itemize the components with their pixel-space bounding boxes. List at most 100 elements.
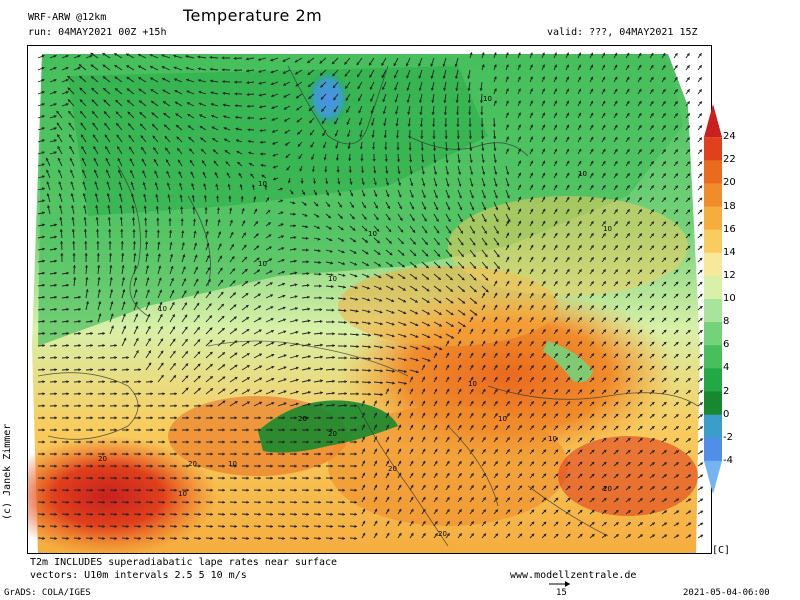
wind-vector-head — [70, 181, 74, 185]
wind-vector-head — [42, 476, 45, 480]
wind-vector-head — [258, 69, 262, 73]
wind-vector-head — [46, 193, 50, 197]
wind-vector-head — [699, 257, 703, 261]
wind-vector-head — [699, 354, 703, 357]
wind-vector-head — [444, 124, 448, 127]
wind-vector-head — [519, 521, 523, 525]
wind-vector-head — [626, 101, 630, 104]
wind-vector-head — [306, 488, 309, 492]
wind-vector-head — [246, 488, 249, 492]
wind-vector-head — [162, 476, 165, 480]
wind-vector-head — [386, 508, 390, 512]
wind-vector-head — [675, 317, 679, 321]
wind-vector-head — [198, 512, 201, 516]
wind-vector-head — [66, 307, 69, 311]
wind-vector-head — [42, 524, 45, 528]
wind-vector-head — [687, 293, 691, 297]
wind-vector-head — [398, 496, 402, 500]
wind-vector-head — [395, 111, 399, 115]
wind-vector-head — [579, 329, 582, 333]
wind-vector-head — [336, 170, 340, 173]
wind-vector-head — [700, 534, 704, 538]
wind-vector-head — [554, 136, 558, 140]
wind-vector-head — [114, 356, 117, 360]
wind-vector-head — [638, 101, 642, 104]
wind-vector-head — [120, 229, 124, 232]
wind-vector-head — [234, 364, 238, 368]
wind-vector-head — [319, 308, 323, 312]
wind-vector-head — [332, 391, 335, 395]
wind-vector-head — [663, 474, 667, 478]
wind-vector-head — [614, 221, 618, 225]
wind-vector-head — [259, 105, 262, 109]
wind-vector-head — [686, 113, 690, 117]
wind-vector-head — [311, 156, 315, 160]
wind-vector-head — [186, 78, 189, 82]
wind-vector-head — [308, 108, 312, 111]
wind-vector-head — [198, 476, 201, 480]
wind-vector-head — [494, 437, 498, 441]
wind-vector-head — [182, 266, 186, 270]
wind-vector-head — [233, 304, 237, 308]
wind-vector-head — [474, 300, 477, 304]
wind-vector-head — [41, 66, 45, 70]
wind-vector-head — [210, 428, 213, 432]
wind-vector-head — [126, 356, 129, 360]
wind-vector-head — [434, 533, 438, 537]
wind-vector-head — [602, 76, 606, 80]
wind-vector-head — [403, 299, 406, 303]
wind-vector-head — [201, 149, 204, 152]
wind-vector-head — [271, 106, 275, 109]
wind-vector-head — [529, 52, 533, 56]
wind-vector-head — [529, 76, 533, 80]
wind-vector-head — [472, 254, 476, 257]
wind-vector-head — [458, 449, 462, 452]
wind-vector-head — [627, 534, 631, 538]
wind-vector-head — [306, 512, 309, 516]
wind-vector-head — [258, 57, 261, 61]
wind-vector-head — [530, 305, 534, 308]
wind-vector-head — [699, 438, 703, 442]
wind-vector-head — [531, 413, 534, 417]
wind-vector-head — [161, 54, 165, 58]
wind-vector-head — [66, 524, 69, 528]
wind-vector-head — [198, 452, 201, 456]
wind-vector-head — [42, 295, 45, 299]
wind-vector-head — [650, 113, 654, 117]
wind-vector-head — [146, 277, 150, 281]
wind-vector-head — [246, 92, 250, 97]
wind-vector-head — [42, 271, 45, 275]
wind-vector-head — [530, 232, 534, 236]
wind-vector-head — [494, 401, 498, 405]
wind-vector-head — [222, 512, 225, 516]
wind-vector-head — [675, 366, 679, 369]
wind-vector-head — [506, 329, 510, 332]
wind-vector-head — [155, 194, 159, 197]
wind-vector-head — [360, 158, 364, 162]
wind-vector-head — [519, 485, 522, 489]
wind-vector-head — [555, 509, 559, 513]
wind-vector-head — [259, 140, 263, 144]
wind-vector-head — [455, 100, 459, 103]
wind-vector-head — [358, 110, 362, 114]
wind-vector-head — [307, 331, 311, 335]
wind-vector-head — [531, 473, 534, 477]
map-title: Temperature 2m — [183, 6, 323, 25]
wind-vector-head — [356, 380, 359, 384]
wind-vector-head — [494, 413, 498, 417]
wind-vector-head — [687, 414, 691, 418]
wind-vector-head — [410, 194, 414, 198]
wind-vector-head — [160, 326, 163, 330]
wind-vector-head — [493, 88, 497, 92]
wind-vector-head — [434, 352, 438, 356]
wind-vector-head — [530, 160, 533, 164]
contour-label: 10 — [548, 435, 557, 443]
wind-vector-head — [210, 488, 213, 492]
wind-vector-head — [150, 464, 153, 468]
wind-vector-head — [543, 509, 547, 513]
wind-vector-head — [380, 357, 383, 361]
wind-vector-head — [246, 512, 249, 516]
wind-vector-head — [578, 257, 582, 261]
wind-vector-head — [412, 229, 416, 233]
wind-vector-head — [54, 283, 57, 287]
